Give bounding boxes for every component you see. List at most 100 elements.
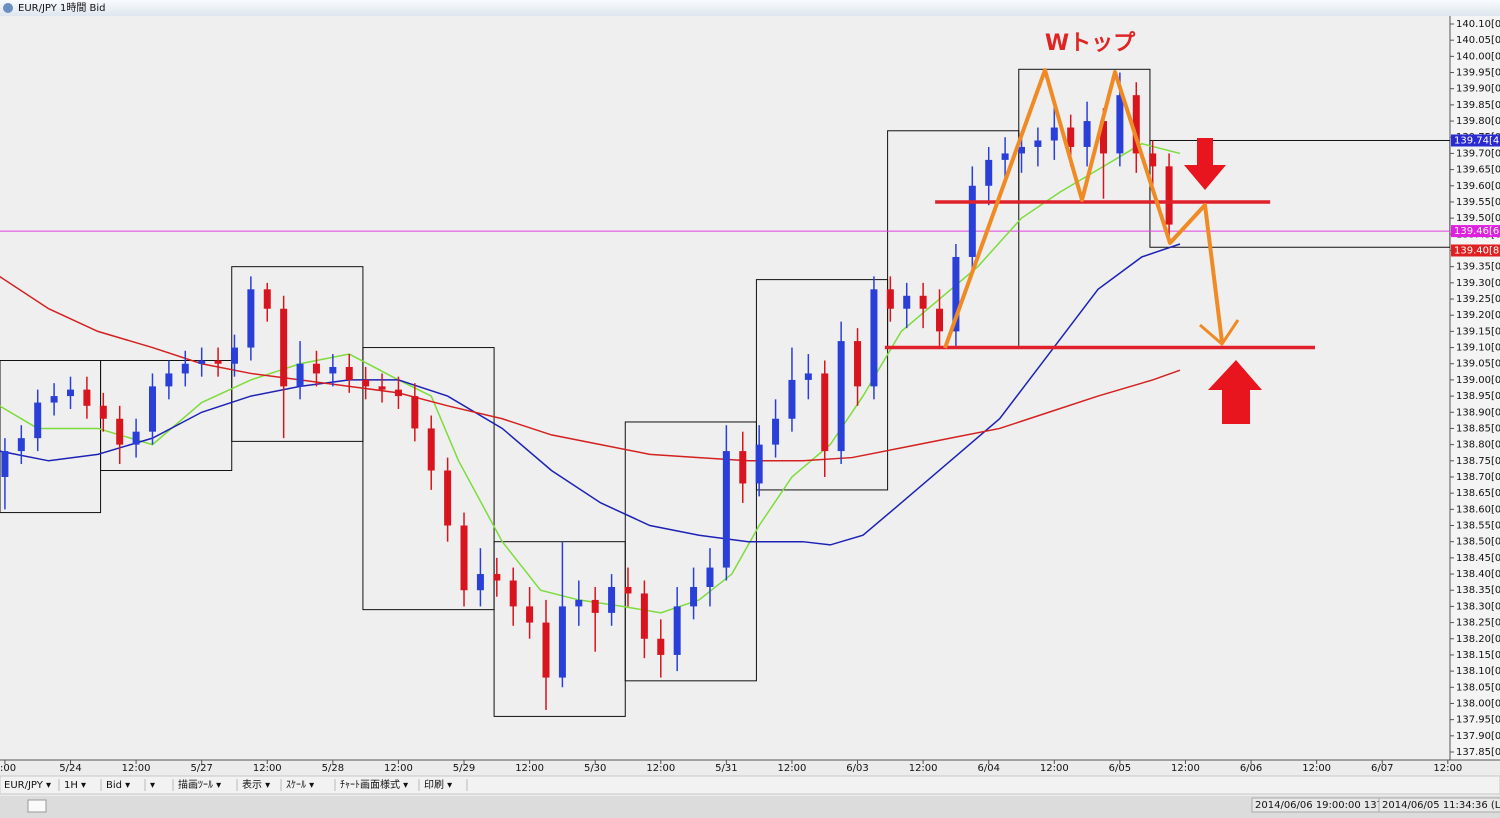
session-box [624, 421, 757, 682]
candle-body [362, 379, 370, 387]
candle-body [1132, 95, 1140, 154]
plot [0, 68, 1450, 717]
candle-body [50, 396, 58, 403]
price-marker-label: 139.74[4 [1454, 135, 1499, 146]
candle-body [148, 386, 156, 432]
status-text: 2014/06/06 19:00:00 137.8 [1255, 800, 1393, 811]
candle-body [690, 586, 698, 607]
toolbar-button[interactable]: 印刷 ▾ [424, 779, 452, 791]
toolbar-button[interactable]: ﾁｬｰﾄ画面様式 ▾ [340, 778, 408, 791]
candle-body [476, 574, 484, 591]
y-tick-label: 139.00[0] [1456, 375, 1500, 386]
toolbar-button[interactable]: ｽｹｰﾙ ▾ [286, 779, 314, 791]
candle-body [312, 363, 320, 374]
x-tick-label: 5/31 [715, 763, 737, 774]
candle-body [673, 606, 681, 655]
x-tick-label: 6/07 [1371, 763, 1393, 774]
y-tick-label: 139.90[0] [1456, 84, 1500, 95]
toolbar-button[interactable]: EUR/JPY ▾ [4, 780, 51, 791]
y-tick-label: 138.10[0] [1456, 666, 1500, 677]
candle-body [722, 451, 730, 568]
session-box [755, 279, 889, 491]
y-tick-label: 139.20[0] [1456, 310, 1500, 321]
y-tick-label: 138.15[0] [1456, 650, 1500, 661]
candle-body [296, 363, 304, 387]
candle-body [624, 586, 632, 594]
x-tick-label: 6/04 [977, 763, 999, 774]
candle-body [739, 451, 747, 484]
candle-body [460, 525, 468, 591]
y-tick-label: 140.00[0] [1456, 51, 1500, 62]
x-tick-label: 12:00 [253, 763, 282, 774]
x-tick-label: 5/24 [59, 763, 81, 774]
toolbar-button[interactable]: 表示 ▾ [242, 778, 270, 791]
price-marker [1451, 134, 1500, 147]
candle-body [870, 289, 878, 387]
window-title: EUR/JPY 1時間 Bid [18, 2, 106, 14]
candle-body [985, 159, 993, 186]
candle-body [280, 308, 288, 387]
candle-body [17, 438, 25, 452]
candle-body [608, 586, 616, 613]
y-tick-label: 138.45[0] [1456, 553, 1500, 564]
toolbar-button[interactable]: Bid ▾ [106, 780, 130, 791]
x-tick-label: 12:00 [122, 763, 151, 774]
y-tick-label: 139.35[0] [1456, 262, 1500, 273]
toolbar-button[interactable]: 1H ▾ [64, 780, 86, 791]
y-tick-label: 138.80[0] [1456, 440, 1500, 451]
x-tick-label: 5/29 [453, 763, 475, 774]
y-tick-label: 138.50[0] [1456, 537, 1500, 548]
candle-body [394, 389, 402, 397]
y-tick-label: 139.50[0] [1456, 213, 1500, 224]
candle-body [329, 366, 337, 374]
candle-body [1099, 121, 1107, 154]
price-axis [1450, 16, 1500, 760]
candle-body [1, 451, 9, 477]
candle-body [968, 185, 976, 257]
y-tick-label: 138.40[0] [1456, 569, 1500, 580]
y-tick-label: 137.85[0] [1456, 747, 1500, 758]
y-tick-label: 139.55[0] [1456, 197, 1500, 208]
up-arrow [1208, 360, 1262, 424]
candle-body [83, 389, 91, 406]
candle-body [640, 593, 648, 639]
scroll-thumb[interactable] [27, 799, 47, 813]
axes: 140.10[0] 140.05[0] 140.00[0] 139.95[0] 139.… [0, 19, 1500, 774]
candle-body [1067, 127, 1075, 147]
candle-body [854, 341, 862, 387]
candle-body [1116, 95, 1124, 154]
y-tick-label: 138.70[0] [1456, 472, 1500, 483]
candle-body [116, 418, 124, 445]
x-tick-label: 12:00 [778, 763, 807, 774]
toolbar-bg [0, 775, 1500, 795]
x-tick-label: 12:00 [1433, 763, 1462, 774]
candle-body [247, 289, 255, 348]
candle-body [345, 366, 353, 380]
x-tick-label: 12:00 [1040, 763, 1069, 774]
candle-body [427, 428, 435, 471]
y-tick-label: 139.70[0] [1456, 148, 1500, 159]
status-text: 2014/06/05 11:34:36 (Lo [1382, 800, 1500, 811]
candle-body [821, 373, 829, 452]
down-arrow [1184, 138, 1226, 190]
y-tick-label: 139.15[0] [1456, 326, 1500, 337]
y-tick-label: 138.20[0] [1456, 634, 1500, 645]
session-box [1149, 139, 1450, 248]
x-tick-label: 6/05 [1109, 763, 1131, 774]
y-tick-label: 139.80[0] [1456, 116, 1500, 127]
toolbar-button[interactable]: ▾ [150, 780, 155, 791]
arrow-head [1199, 319, 1240, 347]
y-tick-label: 140.05[0] [1456, 35, 1500, 46]
candle-body [1034, 140, 1042, 147]
candle-body [378, 386, 386, 390]
session-box [362, 347, 495, 611]
toolbar-button[interactable]: 描画ﾂｰﾙ ▾ [178, 778, 221, 791]
candle-body [919, 295, 927, 309]
candle-body [263, 289, 271, 309]
status-bg [0, 796, 1500, 818]
candle-body [1083, 121, 1091, 147]
y-tick-label: 139.85[0] [1456, 100, 1500, 111]
